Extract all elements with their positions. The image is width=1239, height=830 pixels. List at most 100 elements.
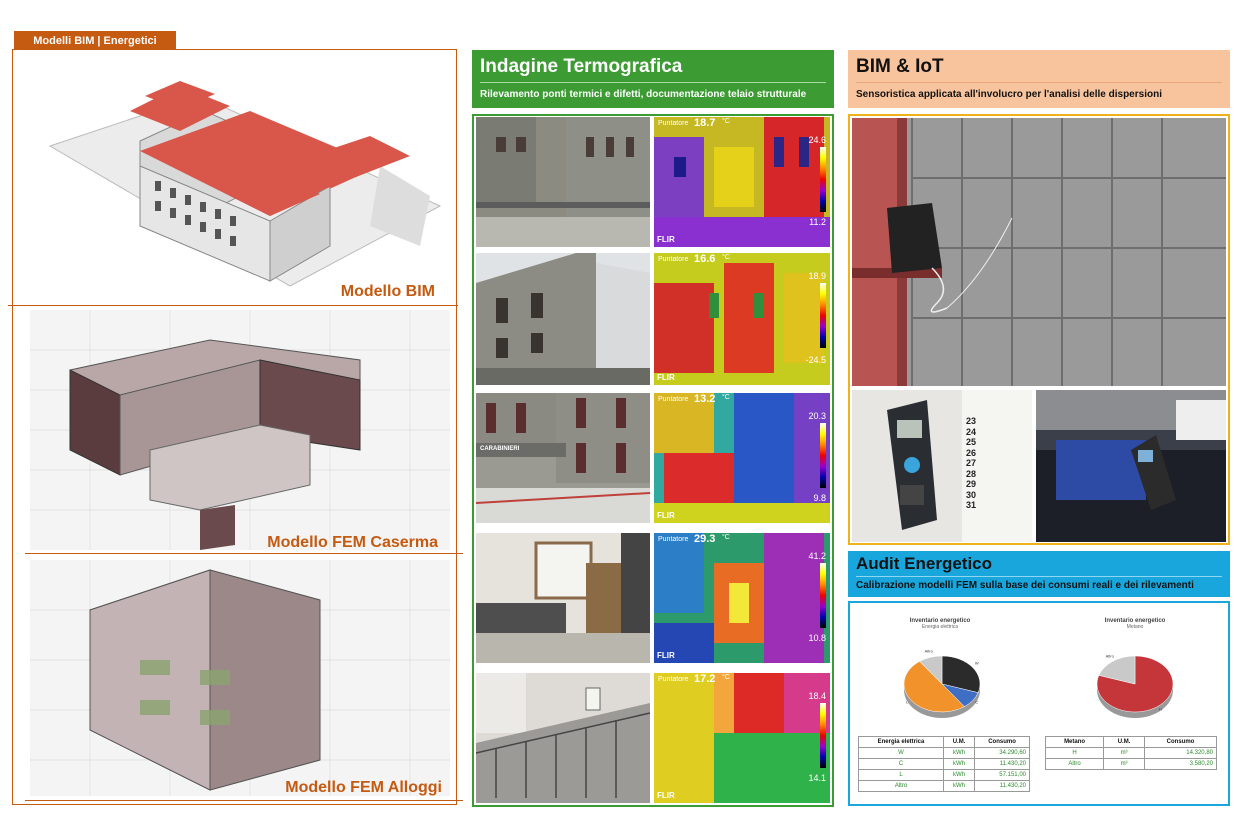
bim-iot-title: BIM & IoT — [856, 56, 944, 77]
divider-line — [8, 305, 458, 306]
chart-title: Inventario energetico — [1104, 618, 1166, 624]
audit-title: Audit Energetico — [856, 554, 993, 573]
calendar-day: 24 — [966, 426, 977, 437]
thermal-max: 41.2 — [808, 551, 826, 561]
divider-line — [25, 800, 463, 801]
table-header: Consumo — [974, 736, 1030, 748]
calendar-day: 29 — [966, 479, 977, 489]
calendar-day: 28 — [966, 468, 977, 479]
thermal-label: Puntatore — [658, 256, 689, 263]
table-cell: kWh — [942, 769, 976, 781]
label-modello-fem-alloggi: Modello FEM Alloggi — [285, 779, 442, 796]
audit-frame — [848, 601, 1230, 806]
table-row: H m³ 14.320,80 — [1044, 747, 1218, 759]
table-cell: kWh — [942, 758, 976, 770]
bim-iot-subtitle: Sensoristica applicata all'involucro per… — [856, 89, 1162, 100]
carabinieri-sign: CARABINIERI — [480, 446, 520, 452]
building-photo — [476, 253, 650, 385]
table-metano: Metano U.M. Consumo H m³ 14.320,80 Altro… — [1044, 736, 1218, 770]
pie-slice-l — [903, 661, 965, 713]
label-modello-fem-caserma: Modello FEM Caserma — [267, 534, 438, 551]
thermal-temp: 17.2 — [694, 673, 716, 685]
thermal-max: 18.4 — [808, 691, 826, 701]
meter-photo: 23 24 25 26 27 28 29 30 31 — [852, 390, 1032, 542]
chart-title: Inventario energetico — [909, 618, 971, 624]
pie-chart-electric: W C L Altro — [903, 649, 981, 718]
calendar-day: 27 — [966, 458, 977, 468]
pie-label: L — [906, 699, 909, 704]
table-row: C kWh 11.430,20 — [858, 758, 1030, 770]
thermal-temp: 29.3 — [694, 533, 716, 545]
table-cell: kWh — [942, 780, 976, 792]
carabinieri-photo: CARABINIERI — [476, 393, 650, 523]
pie-label: H — [1159, 707, 1162, 712]
table-cell: 34.290,60 — [974, 747, 1030, 759]
thermal-label: Puntatore — [658, 120, 689, 127]
calendar-day: 25 — [966, 437, 977, 447]
table-cell: 11.430,20 — [974, 758, 1030, 770]
calendar-day: 23 — [966, 416, 977, 426]
table-cell: m³ — [1103, 747, 1145, 759]
thermal-max: 18.9 — [808, 271, 826, 281]
divider-line — [25, 553, 463, 554]
table-header: U.M. — [942, 736, 976, 748]
header-rule — [856, 576, 1222, 577]
chart-subtitle: Energia elettrica — [921, 624, 959, 630]
thermal-image-5: Puntatore 17.2 °C 18.4 14.1 FLIR — [654, 673, 830, 803]
flir-logo: FLIR — [657, 651, 675, 660]
fem-alloggi-image — [30, 560, 450, 796]
termografica-subtitle: Rilevamento ponti termici e difetti, doc… — [480, 89, 807, 100]
pie-label: C — [975, 699, 978, 704]
table-cell: kWh — [942, 747, 976, 759]
temperature-scale — [820, 423, 826, 488]
table-header: U.M. — [1103, 736, 1145, 748]
flir-logo: FLIR — [657, 373, 675, 382]
models-tag: Modelli BIM | Energetici — [14, 31, 176, 50]
stairway-photo — [476, 673, 650, 803]
facade-photo — [476, 117, 650, 247]
table-energia-elettrica: Energia elettrica U.M. Consumo W kWh 34.… — [858, 736, 1030, 792]
table-cell: W — [858, 747, 944, 759]
table-cell: H — [1044, 747, 1105, 759]
thermal-unit: °C — [722, 394, 730, 401]
table-cell: Altro — [1044, 758, 1105, 770]
temperature-scale — [820, 147, 826, 212]
label-modello-bim: Modello BIM — [340, 283, 435, 300]
thermal-max: 24.6 — [808, 135, 826, 145]
thermal-min: 10.8 — [808, 633, 826, 643]
termografica-frame — [472, 114, 834, 807]
pie-label: Altro — [925, 649, 934, 654]
pie-slice-w — [941, 655, 981, 693]
termografica-header: Indagine Termografica Rilevamento ponti … — [472, 50, 834, 108]
models-frame — [12, 49, 457, 805]
table-header: Consumo — [1143, 736, 1218, 748]
thermal-min: 11.2 — [809, 217, 826, 227]
thermal-unit: °C — [722, 674, 730, 681]
table-row: Altro m³ 3.580,20 — [1044, 758, 1218, 770]
temperature-scale — [820, 563, 826, 628]
sensor-wall-photo — [852, 118, 1226, 386]
chart-electric-heading: Inventario energetico Energia elettrica — [880, 618, 1000, 630]
pie-slice-altro — [1098, 655, 1136, 685]
calendar-days: 23 24 25 26 27 28 29 30 31 — [966, 416, 986, 511]
thermal-min: -24.5 — [805, 355, 826, 365]
thermal-label: Puntatore — [658, 536, 689, 543]
table-header: Metano — [1044, 736, 1105, 748]
table-row: Altro kWh 11.430,20 — [858, 780, 1030, 792]
bim-iot-header: BIM & IoT Sensoristica applicata all'inv… — [848, 50, 1230, 108]
office-photo — [476, 533, 650, 663]
table-cell: 57.151,00 — [974, 769, 1030, 781]
header-rule — [856, 82, 1222, 83]
table-cell: 11.430,20 — [974, 780, 1030, 792]
thermal-min: 14.1 — [808, 773, 826, 783]
table-cell: C — [858, 758, 944, 770]
table-cell: 14.320,80 — [1143, 747, 1218, 759]
thermal-temp: 16.6 — [694, 253, 716, 265]
thermal-image-1: Puntatore 18.7 °C 24.6 11.2 FLIR — [654, 117, 830, 247]
table-header: Energia elettrica — [858, 736, 944, 748]
datalogger-photo — [1036, 390, 1226, 542]
flir-logo: FLIR — [657, 511, 675, 520]
termografica-title: Indagine Termografica — [480, 56, 683, 77]
calendar-day: 26 — [966, 447, 977, 458]
thermal-unit: °C — [722, 534, 730, 541]
